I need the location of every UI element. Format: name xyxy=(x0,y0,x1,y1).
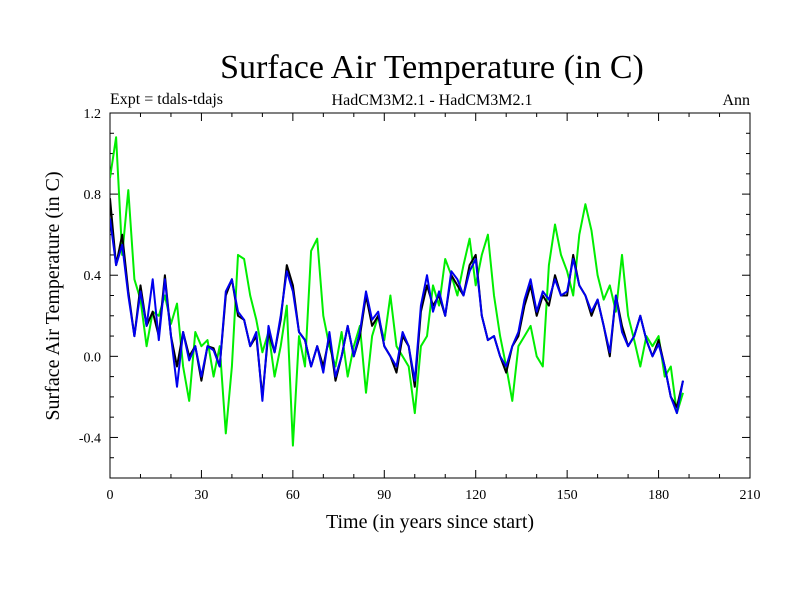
experiment-label: Expt = tdals-tdajs xyxy=(110,91,223,108)
y-axis-label: Surface Air Temperature (in C) xyxy=(42,171,64,420)
x-tick-label: 60 xyxy=(286,488,300,503)
x-axis-label: Time (in years since start) xyxy=(326,511,534,533)
y-tick-label: 1.2 xyxy=(84,107,102,122)
x-tick-labels: 0 30 60 90 120 150 180 210 xyxy=(107,488,761,503)
y-tick-labels: -0.4 0.0 0.4 0.8 1.2 xyxy=(79,107,101,446)
x-tick-label: 210 xyxy=(740,488,761,503)
y-tick-label: 0.4 xyxy=(84,269,102,284)
y-tick-label: 0.8 xyxy=(84,188,102,203)
x-tick-label: 150 xyxy=(557,488,578,503)
chart-title: Surface Air Temperature (in C) xyxy=(220,49,644,86)
x-tick-label: 180 xyxy=(648,488,669,503)
y-tick-label: 0.0 xyxy=(84,350,102,365)
x-tick-label: 90 xyxy=(377,488,391,503)
series-group xyxy=(110,136,684,447)
model-comparison-label: HadCM3M2.1 - HadCM3M2.1 xyxy=(332,92,533,109)
x-tick-label: 30 xyxy=(194,488,208,503)
y-tick-label: -0.4 xyxy=(79,431,101,446)
x-tick-label: 0 xyxy=(107,488,114,503)
series-line-blue xyxy=(110,218,684,415)
series-line-green xyxy=(110,136,684,447)
period-label: Ann xyxy=(722,92,750,109)
x-tick-label: 120 xyxy=(465,488,486,503)
axis-ticks xyxy=(109,112,751,479)
